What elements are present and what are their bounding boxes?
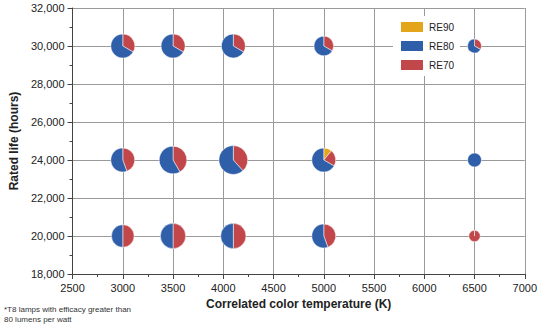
svg-text:4: 4 bbox=[101, 230, 107, 242]
svg-text:3: 3 bbox=[139, 40, 145, 52]
svg-text:20,000: 20,000 bbox=[31, 230, 65, 242]
svg-text:4000: 4000 bbox=[211, 282, 235, 294]
svg-text:4: 4 bbox=[304, 40, 310, 52]
svg-text:5: 5 bbox=[190, 230, 196, 242]
svg-text:1: 1 bbox=[340, 146, 346, 158]
svg-text:3: 3 bbox=[189, 40, 195, 52]
svg-text:5: 5 bbox=[101, 154, 107, 166]
svg-text:8: 8 bbox=[209, 154, 215, 166]
svg-text:5: 5 bbox=[211, 230, 217, 242]
svg-text:4: 4 bbox=[340, 230, 346, 242]
svg-text:80 lumens per watt: 80 lumens per watt bbox=[4, 315, 72, 324]
svg-text:6: 6 bbox=[101, 40, 107, 52]
svg-text:32,000: 32,000 bbox=[31, 2, 65, 14]
svg-text:6500: 6500 bbox=[462, 282, 486, 294]
svg-text:3000: 3000 bbox=[111, 282, 135, 294]
svg-text:3: 3 bbox=[249, 40, 255, 52]
svg-text:4: 4 bbox=[139, 154, 145, 166]
svg-text:2: 2 bbox=[457, 40, 463, 52]
svg-text:5000: 5000 bbox=[312, 282, 336, 294]
svg-text:Correlated color temperature (: Correlated color temperature (K) bbox=[206, 297, 391, 311]
svg-text:RE90: RE90 bbox=[429, 22, 454, 33]
svg-text:4500: 4500 bbox=[261, 282, 285, 294]
svg-text:Rated life (hours): Rated life (hours) bbox=[7, 92, 21, 191]
svg-text:2: 2 bbox=[459, 230, 465, 242]
svg-text:*T8 lamps with efficacy greate: *T8 lamps with efficacy greater than bbox=[4, 305, 131, 314]
svg-text:6: 6 bbox=[151, 40, 157, 52]
svg-text:5: 5 bbox=[150, 230, 156, 242]
svg-text:7: 7 bbox=[149, 154, 155, 166]
svg-text:3500: 3500 bbox=[161, 282, 185, 294]
svg-text:1: 1 bbox=[485, 40, 491, 52]
svg-text:5: 5 bbox=[191, 154, 197, 166]
svg-text:30,000: 30,000 bbox=[31, 40, 65, 52]
svg-text:6: 6 bbox=[211, 40, 217, 52]
svg-text:2: 2 bbox=[338, 40, 344, 52]
svg-text:6000: 6000 bbox=[412, 282, 436, 294]
svg-text:5: 5 bbox=[302, 230, 308, 242]
svg-text:22,000: 22,000 bbox=[31, 192, 65, 204]
svg-text:24,000: 24,000 bbox=[31, 154, 65, 166]
svg-text:5: 5 bbox=[252, 154, 258, 166]
svg-text:2: 2 bbox=[340, 162, 346, 174]
svg-text:18,000: 18,000 bbox=[31, 268, 65, 280]
svg-text:26,000: 26,000 bbox=[31, 116, 65, 128]
svg-text:4: 4 bbox=[138, 230, 144, 242]
svg-text:2500: 2500 bbox=[60, 282, 84, 294]
svg-text:28,000: 28,000 bbox=[31, 78, 65, 90]
svg-text:RE80: RE80 bbox=[429, 41, 454, 52]
svg-text:6: 6 bbox=[302, 154, 308, 166]
svg-text:3: 3 bbox=[457, 154, 463, 166]
svg-text:RE70: RE70 bbox=[429, 60, 454, 71]
svg-text:5500: 5500 bbox=[362, 282, 386, 294]
svg-text:5: 5 bbox=[250, 230, 256, 242]
svg-text:7000: 7000 bbox=[513, 282, 537, 294]
